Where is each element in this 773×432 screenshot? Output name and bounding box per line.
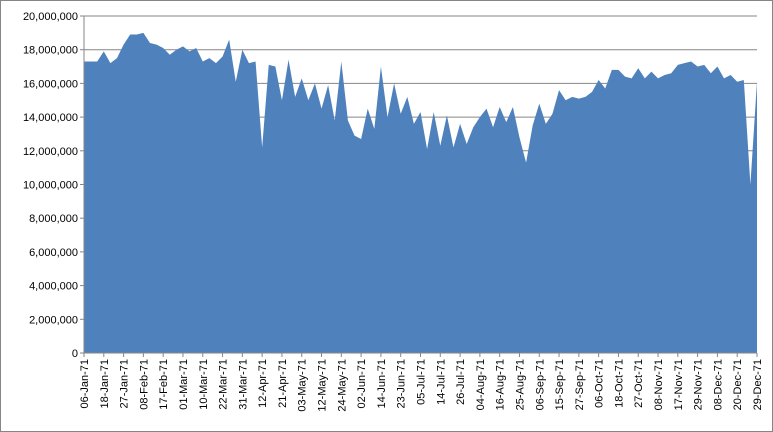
- x-tick-label: 26-Jul-71: [455, 359, 467, 405]
- y-tick-label: 16,000,000: [23, 78, 78, 90]
- x-tick-label: 27-Sep-71: [574, 359, 586, 410]
- x-tick-label: 27-Oct-71: [633, 359, 645, 408]
- x-tick-label: 08-Nov-71: [653, 359, 665, 410]
- x-tick-label: 22-Mar-71: [218, 359, 230, 410]
- x-tick-label: 04-Aug-71: [475, 359, 487, 410]
- x-tick-label: 18-Jan-71: [99, 359, 111, 409]
- y-tick-label: 2,000,000: [29, 314, 78, 326]
- y-tick-label: 12,000,000: [23, 146, 78, 158]
- x-tick-label: 05-Jul-71: [416, 359, 428, 405]
- x-tick-label: 08-Feb-71: [138, 359, 150, 410]
- x-tick-label: 21-Apr-71: [277, 359, 289, 408]
- y-tick-label: 8,000,000: [29, 213, 78, 225]
- x-tick-label: 20-Dec-71: [732, 359, 744, 410]
- x-tick-label: 18-Oct-71: [613, 359, 625, 408]
- x-tick-label: 29-Nov-71: [693, 359, 705, 410]
- x-tick-label: 02-Jun-71: [356, 359, 368, 409]
- y-tick-label: 6,000,000: [29, 247, 78, 259]
- x-tick-label: 17-Nov-71: [673, 359, 685, 410]
- x-tick-label: 25-Aug-71: [514, 359, 526, 410]
- y-tick-label: 10,000,000: [23, 180, 78, 192]
- x-tick-label: 14-Jul-71: [435, 359, 447, 405]
- x-tick-label: 06-Sep-71: [534, 359, 546, 410]
- y-tick-label: 14,000,000: [23, 112, 78, 124]
- x-tick-label: 27-Jan-71: [119, 359, 131, 409]
- x-tick-label: 29-Dec-71: [752, 359, 764, 410]
- y-tick-label: 20,000,000: [23, 11, 78, 23]
- x-tick-label: 15-Sep-71: [554, 359, 566, 410]
- x-tick-label: 14-Jun-71: [376, 359, 388, 409]
- x-tick-label: 31-Mar-71: [237, 359, 249, 410]
- x-tick-label: 06-Oct-71: [594, 359, 606, 408]
- x-tick-label: 06-Jan-71: [79, 359, 91, 409]
- x-tick-label: 12-Apr-71: [257, 359, 269, 408]
- y-tick-label: 4,000,000: [29, 281, 78, 293]
- y-tick-label: 0: [72, 348, 78, 360]
- x-tick-label: 17-Feb-71: [158, 359, 170, 410]
- x-tick-label: 24-May-71: [336, 359, 348, 412]
- x-tick-label: 12-May-71: [317, 359, 329, 412]
- area: [84, 32, 757, 353]
- x-tick-label: 16-Aug-71: [495, 359, 507, 410]
- y-tick-label: 18,000,000: [23, 45, 78, 57]
- x-tick-label: 08-Dec-71: [712, 359, 724, 410]
- x-tick-label: 01-Mar-71: [178, 359, 190, 410]
- x-tick-label: 10-Mar-71: [198, 359, 210, 410]
- x-tick-label: 23-Jun-71: [396, 359, 408, 409]
- x-tick-label: 03-May-71: [297, 359, 309, 412]
